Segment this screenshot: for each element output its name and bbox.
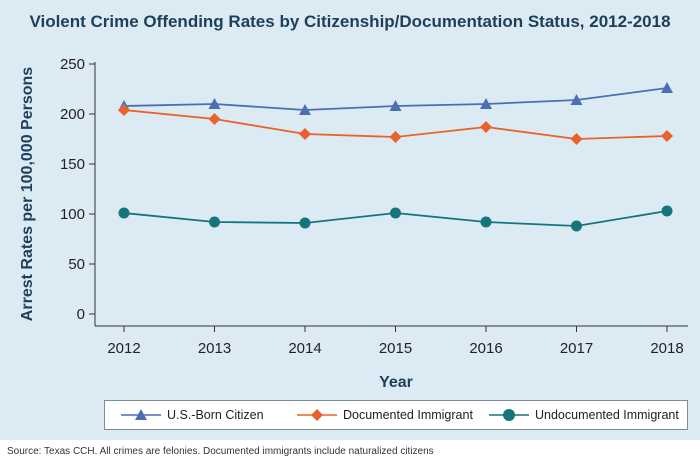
x-axis-title: Year [379, 374, 413, 391]
data-point [480, 216, 492, 228]
data-point [570, 94, 583, 105]
legend-item-us-born: U.S.-Born Citizen [119, 401, 264, 429]
y-tick-label: 200 [60, 106, 85, 123]
chart-title: Violent Crime Offending Rates by Citizen… [29, 12, 671, 31]
data-point [480, 98, 492, 109]
legend-item-undocumented: Undocumented Immigrant [487, 401, 679, 429]
data-point [570, 133, 583, 145]
x-tick-label: 2014 [288, 340, 321, 357]
data-point [209, 216, 220, 228]
data-point [118, 104, 130, 116]
data-point [299, 217, 311, 229]
triangle-marker-icon [121, 409, 161, 420]
circle-marker-icon [489, 409, 529, 421]
data-point [299, 104, 311, 115]
diamond-marker-icon [297, 409, 337, 421]
legend-label: Documented Immigrant [343, 408, 473, 422]
series-diamond [118, 104, 673, 145]
legend-item-documented: Documented Immigrant [295, 401, 473, 429]
data-point [571, 220, 582, 232]
y-axis-title: Arrest Rates per 100,000 Persons [19, 67, 36, 321]
y-tick-label: 50 [68, 256, 85, 273]
chart-panel: Violent Crime Offending Rates by Citizen… [0, 0, 700, 440]
y-tick-label: 0 [77, 306, 85, 323]
data-point [661, 130, 673, 142]
y-tick-label: 100 [60, 206, 85, 223]
source-note: Source: Texas CCH. All crimes are feloni… [7, 446, 434, 457]
y-tick-label: 150 [60, 156, 85, 173]
data-point [299, 128, 311, 140]
data-point [208, 113, 221, 125]
data-point [208, 98, 221, 109]
data-point [390, 207, 401, 219]
x-tick-label: 2016 [469, 340, 502, 357]
legend-label: U.S.-Born Citizen [167, 408, 264, 422]
data-point [661, 205, 673, 217]
x-tick-label: 2018 [650, 340, 683, 357]
x-tick-label: 2017 [560, 340, 593, 357]
y-tick-label: 250 [60, 56, 85, 73]
data-point [661, 82, 673, 93]
x-tick-label: 2012 [107, 340, 140, 357]
data-point [389, 131, 402, 143]
data-point [118, 207, 130, 219]
data-point [480, 121, 492, 133]
data-point [389, 100, 402, 111]
legend-label: Undocumented Immigrant [535, 408, 679, 422]
line-chart: 0 50 100 150 200 250 2012 2013 2014 2015 2016 2017 2… [19, 56, 688, 391]
x-tick-label: 2015 [379, 340, 412, 357]
series-triangle [118, 82, 673, 115]
series-circle [118, 205, 673, 232]
legend: U.S.-Born Citizen Documented Immigrant U… [104, 400, 688, 430]
x-tick-label: 2013 [198, 340, 231, 357]
